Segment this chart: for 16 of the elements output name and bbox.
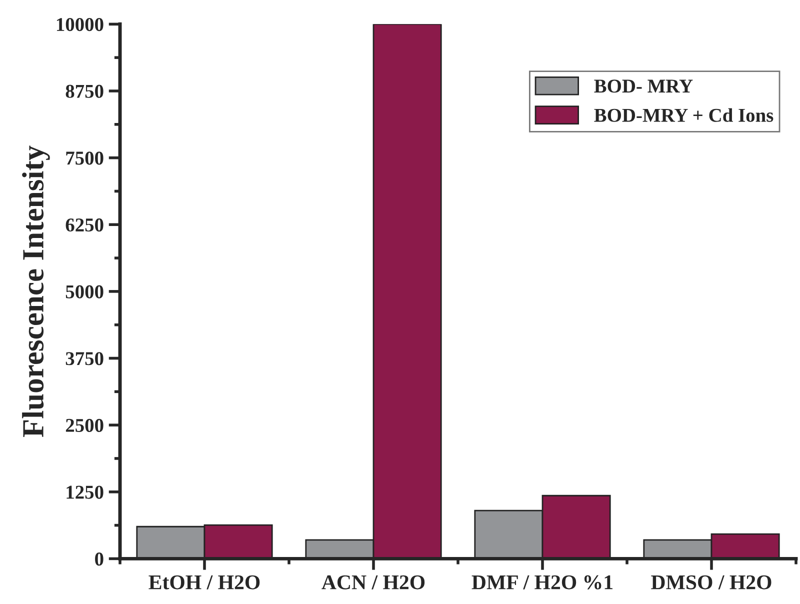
y-tick-label: 7500 xyxy=(66,152,104,165)
y-tick-label: 0 xyxy=(95,552,104,566)
x-tick-label: EtOH / H2O xyxy=(148,575,260,590)
legend-label: BOD-MRY + Cd Ions xyxy=(594,108,774,122)
legend-label: BOD- MRY xyxy=(594,80,693,93)
y-tick-label: 5000 xyxy=(66,285,104,298)
x-tick-label: ACN / H2O xyxy=(322,575,425,590)
x-tick-label: DMSO / H2O xyxy=(651,575,772,590)
y-tick-label: 10000 xyxy=(56,18,104,32)
x-tick-label: DMF / H2O %1 xyxy=(472,575,612,590)
y-axis-title: Fluorescence Intensity xyxy=(22,146,50,438)
y-tick-label: 6250 xyxy=(66,218,104,232)
y-tick-label: 3750 xyxy=(66,352,104,366)
y-tick-label: 1250 xyxy=(66,486,104,499)
y-tick-label: 2500 xyxy=(66,418,104,432)
y-tick-label: 8750 xyxy=(66,84,104,98)
